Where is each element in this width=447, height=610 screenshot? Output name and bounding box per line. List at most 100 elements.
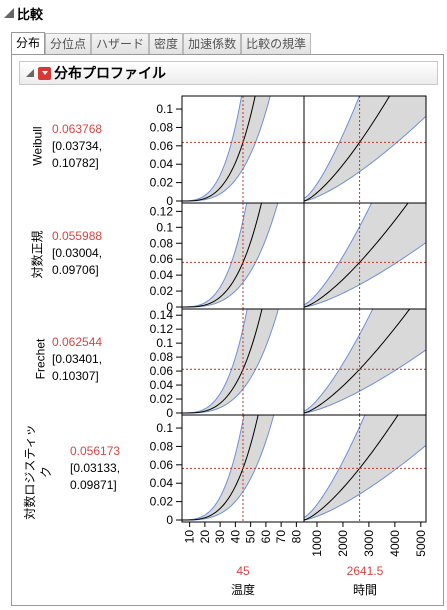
y-tick-label: 0.08 [150, 120, 174, 134]
outline-title: 比較 [17, 6, 44, 22]
y-tick-label: 0 [166, 300, 173, 314]
ci-lower: [0.03004, [52, 246, 103, 260]
x-tick-label: 3000 [362, 530, 376, 557]
y-tick-label: 0.06 [150, 139, 174, 153]
confidence-band [182, 309, 279, 413]
band-upper-edge [304, 203, 373, 306]
y-tick-label: 0.04 [150, 476, 174, 490]
y-tick-label: 0 [166, 513, 173, 527]
tab-hazard[interactable]: ハザード [91, 33, 150, 54]
estimate-value: 0.063768 [52, 122, 103, 136]
tab-acceleration-factor[interactable]: 加速係数 [183, 33, 242, 54]
current-value-label[interactable]: 45 [236, 564, 250, 578]
tab-density[interactable]: 密度 [149, 33, 184, 54]
band-lower-edge [182, 203, 279, 308]
confidence-band-group [304, 203, 426, 308]
y-tick-label: 0.12 [150, 204, 174, 218]
y-tick-label: 0.1 [156, 421, 173, 435]
ci-lower: [0.03133, [70, 461, 121, 475]
outline-header[interactable]: 比較 [2, 2, 445, 24]
ci-upper: 0.10307] [52, 369, 99, 383]
ci-upper: 0.09871] [70, 478, 117, 492]
y-tick-label: 0.06 [150, 252, 174, 266]
band-lower-edge [304, 242, 426, 308]
y-tick-label: 0.02 [150, 495, 174, 509]
y-tick-label: 0.02 [150, 176, 174, 190]
y-tick-label: 0.06 [150, 364, 174, 378]
confidence-band [304, 415, 426, 520]
confidence-band-group [304, 96, 426, 202]
x-tick-label: 20 [198, 530, 212, 544]
profile-curve [304, 96, 391, 202]
ci-upper: 0.09706] [52, 263, 99, 277]
profile-outline-header[interactable]: 分布プロファイル [19, 61, 438, 85]
x-tick-label: 40 [228, 530, 242, 544]
tab-distribution[interactable]: 分布 [11, 32, 46, 54]
band-upper-edge [304, 96, 360, 199]
x-axis-label: 時間 [353, 583, 377, 597]
y-tick-label: 0.12 [150, 322, 174, 336]
confidence-band [304, 203, 426, 307]
x-tick-label: 50 [244, 530, 258, 544]
tab-bar: 分布 分位点 ハザード 密度 加速係数 比較の規準 [11, 32, 312, 54]
profile-curve [304, 415, 399, 521]
y-tick-label: 0.1 [156, 220, 173, 234]
estimate-weibull: 0.063768 [0.03734, 0.10782] [52, 121, 102, 172]
y-tick-label: 0.02 [150, 392, 174, 406]
plot-cell-border [303, 414, 427, 523]
band-upper-edge [182, 96, 243, 202]
confidence-band-group [304, 309, 426, 414]
y-tick-label: 0.06 [150, 458, 174, 472]
y-tick-label: 0.1 [156, 102, 173, 116]
confidence-band [304, 309, 426, 413]
profile-curve [304, 203, 409, 308]
x-axis-label: 温度 [231, 582, 255, 597]
band-lower-edge [182, 309, 279, 414]
profile-curve [304, 309, 411, 414]
x-tick-label: 5000 [414, 530, 428, 557]
band-lower-edge [304, 349, 426, 414]
estimate-value: 0.062544 [52, 335, 103, 349]
estimate-loglogistic: 0.056173 [0.03133, 0.09871] [70, 443, 120, 494]
tab-comparison-criterion[interactable]: 比較の規準 [241, 33, 312, 54]
confidence-band [182, 96, 271, 201]
estimate-value: 0.055988 [52, 229, 103, 243]
current-value-label[interactable]: 2641.5 [347, 564, 384, 578]
x-tick-label: 70 [274, 530, 288, 544]
x-tick-label: 60 [259, 530, 273, 544]
estimate-value: 0.056173 [70, 444, 121, 458]
ci-lower: [0.03734, [52, 139, 103, 153]
tab-quantile[interactable]: 分位点 [45, 33, 92, 54]
red-triangle-menu-icon[interactable] [38, 66, 51, 80]
ci-lower: [0.03401, [52, 352, 103, 366]
estimate-frechet: 0.062544 [0.03401, 0.10307] [52, 334, 102, 385]
confidence-band [182, 415, 274, 520]
x-tick-label: 1000 [310, 530, 324, 557]
y-tick-label: 0.04 [150, 378, 174, 392]
y-tick-label: 0 [166, 194, 173, 208]
band-upper-edge [304, 309, 374, 412]
profile-title: 分布プロファイル [54, 65, 166, 81]
x-tick-label: 30 [213, 530, 227, 544]
band-lower-edge [304, 444, 426, 521]
disclosure-triangle-icon[interactable] [4, 8, 14, 18]
ci-upper: 0.10782] [52, 156, 99, 170]
confidence-band [182, 203, 278, 307]
x-tick-label: 2000 [336, 530, 350, 557]
y-tick-label: 0.08 [150, 236, 174, 250]
confidence-band-group [304, 415, 426, 521]
y-tick-label: 0.02 [150, 284, 174, 298]
y-tick-label: 0.14 [150, 308, 174, 322]
x-tick-label: 10 [183, 530, 197, 544]
band-upper-edge [182, 309, 248, 414]
band-upper-edge [304, 415, 366, 518]
band-lower-edge [304, 115, 426, 202]
x-tick-label: 80 [289, 530, 303, 544]
disclosure-triangle-icon[interactable] [26, 69, 34, 77]
y-tick-label: 0.04 [150, 268, 174, 282]
y-tick-label: 0.1 [156, 336, 173, 350]
y-tick-label: 0.08 [150, 439, 174, 453]
y-tick-label: 0.04 [150, 157, 174, 171]
